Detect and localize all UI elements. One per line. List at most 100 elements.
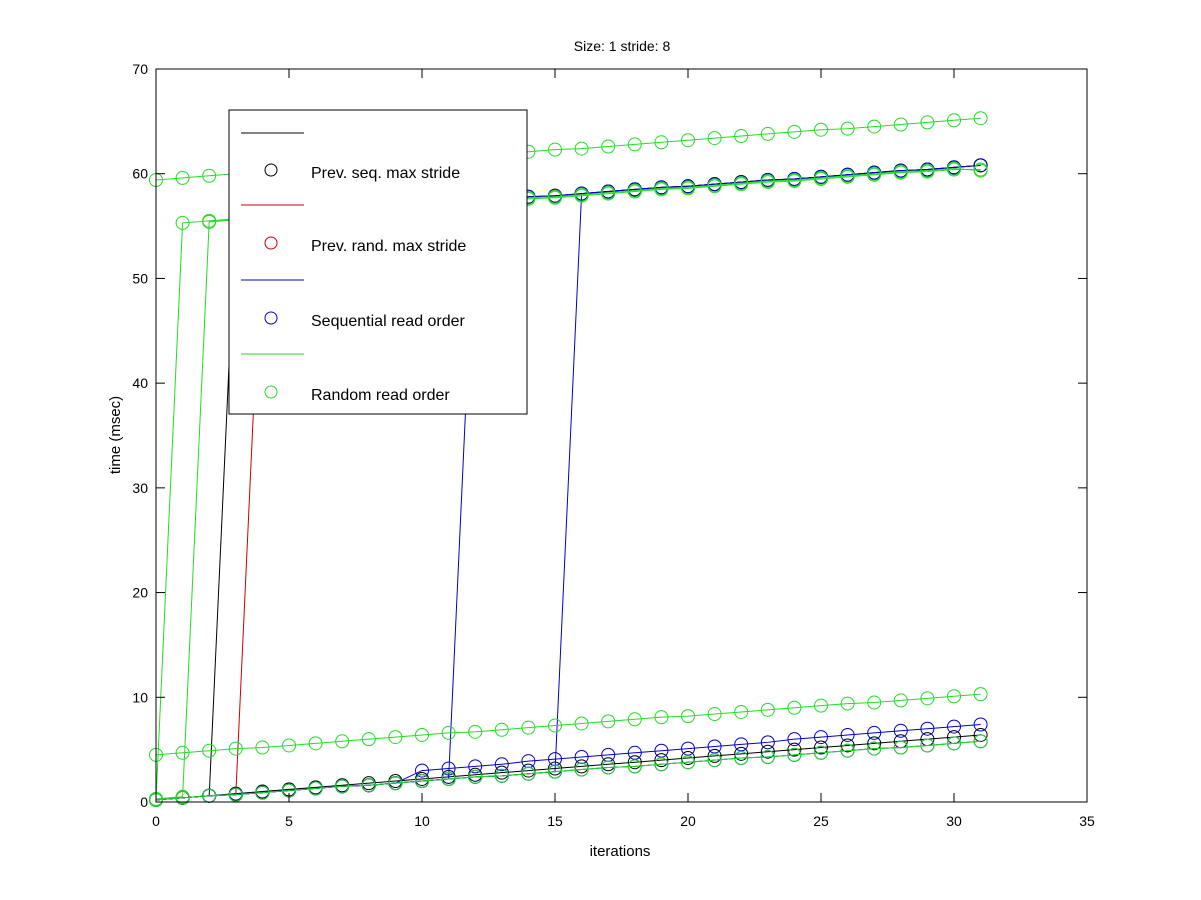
data-point <box>787 174 802 189</box>
legend-marker-swatch <box>264 236 278 250</box>
data-point <box>494 722 509 737</box>
axes-box <box>155 68 1088 803</box>
data-point <box>973 687 988 702</box>
y-tick-label: 40 <box>132 375 148 391</box>
data-point <box>441 771 456 786</box>
data-point <box>920 164 935 179</box>
data-point <box>920 691 935 706</box>
series-line <box>155 740 981 801</box>
data-point <box>548 142 562 157</box>
data-point <box>681 133 695 148</box>
data-point <box>627 745 642 760</box>
data-point <box>255 740 270 755</box>
data-point <box>441 725 456 740</box>
data-point <box>441 761 456 776</box>
data-point <box>494 765 509 780</box>
data-point <box>840 121 855 136</box>
data-point <box>681 709 695 724</box>
data-point <box>654 710 669 725</box>
data-point <box>601 757 616 772</box>
data-point <box>787 700 802 715</box>
y-tick-label: 70 <box>132 61 148 77</box>
data-point <box>840 696 855 711</box>
x-tick-label: 25 <box>813 813 829 829</box>
data-point <box>947 113 961 128</box>
data-point <box>681 181 695 196</box>
data-point <box>787 732 802 747</box>
data-point <box>973 158 988 173</box>
data-point <box>760 749 775 764</box>
data-point <box>228 741 243 756</box>
y-tick-label: 30 <box>132 480 148 496</box>
data-point <box>707 179 722 194</box>
data-point <box>867 167 882 182</box>
data-point <box>760 175 775 190</box>
data-point <box>574 759 589 774</box>
x-tick-label: 15 <box>547 813 563 829</box>
data-point <box>548 718 562 733</box>
data-point <box>574 716 589 731</box>
data-point <box>707 739 722 754</box>
data-point <box>468 724 483 739</box>
legend-entries: Prev. seq. max stride Prev. rand. max str… <box>241 132 466 404</box>
data-point <box>308 781 323 796</box>
data-point <box>415 763 429 778</box>
data-point <box>973 111 988 126</box>
data-point <box>840 727 855 742</box>
legend-entry: Random read order <box>241 353 450 404</box>
data-point <box>867 725 882 740</box>
legend-marker-swatch <box>264 311 278 325</box>
data-point <box>734 177 749 192</box>
data-point <box>681 741 695 756</box>
data-point <box>335 734 350 749</box>
data-point <box>734 704 749 719</box>
data-point <box>654 182 669 197</box>
data-point <box>654 757 669 772</box>
data-point <box>707 753 722 768</box>
y-tick-label: 50 <box>132 270 148 286</box>
data-point <box>627 712 642 727</box>
data-point <box>867 741 882 756</box>
data-point <box>867 695 882 710</box>
data-point <box>707 131 722 146</box>
x-tick-label: 35 <box>1079 813 1095 829</box>
data-point <box>920 115 935 130</box>
data-point <box>415 727 429 742</box>
data-point <box>893 165 908 180</box>
data-point <box>574 141 589 156</box>
legend-entry: Prev. rand. max stride <box>241 204 466 255</box>
data-point <box>521 720 536 735</box>
data-point <box>787 747 802 762</box>
legend-box <box>228 109 528 415</box>
data-point <box>947 719 961 734</box>
data-point <box>760 744 775 759</box>
data-point <box>654 743 669 758</box>
series-line <box>155 693 981 756</box>
data-point <box>814 171 828 186</box>
data-point <box>973 717 988 732</box>
data-point <box>361 778 376 793</box>
data-point <box>920 721 935 736</box>
legend-label: Random read order <box>311 387 450 404</box>
data-point <box>947 736 961 751</box>
data-point <box>814 122 828 137</box>
data-point <box>681 751 695 766</box>
data-point <box>973 162 988 177</box>
data-point <box>627 184 642 199</box>
data-point <box>893 740 908 755</box>
x-tick-label: 0 <box>152 813 160 829</box>
series-11 <box>149 734 988 807</box>
data-point <box>654 135 669 150</box>
legend-entry: Prev. seq. max stride <box>241 132 460 182</box>
data-point <box>760 735 775 750</box>
data-point <box>282 738 296 753</box>
data-point <box>627 755 642 770</box>
data-point <box>255 785 270 800</box>
data-point <box>601 139 616 154</box>
data-point <box>601 186 616 201</box>
legend-label: Prev. rand. max stride <box>311 238 466 255</box>
data-point <box>920 738 935 753</box>
data-point <box>893 723 908 738</box>
data-point <box>654 753 669 768</box>
